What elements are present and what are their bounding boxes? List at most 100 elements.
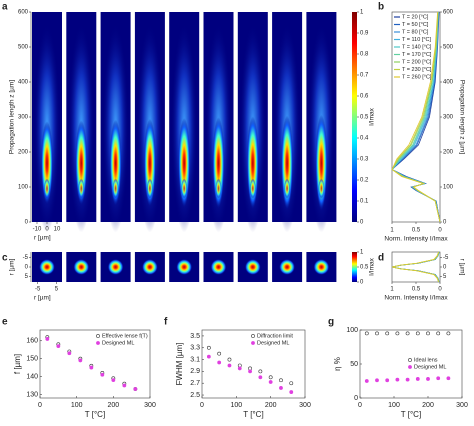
- legend-label: T = 170 [°C]: [402, 52, 432, 58]
- data-point: [385, 331, 390, 336]
- legend-label: T = 230 [°C]: [402, 67, 432, 73]
- y-axis-label: FWHM [µm]: [175, 343, 184, 386]
- x-tick-label: 10: [54, 227, 61, 233]
- plot-frame: [201, 329, 306, 399]
- focal-spot: [143, 118, 156, 208]
- x-tick-label: 200: [422, 402, 434, 409]
- z-tick-label: 5: [443, 274, 447, 280]
- x-axis-label: T [°C]: [243, 410, 263, 419]
- x-tick-label: 300: [144, 402, 156, 409]
- data-point: [258, 369, 263, 374]
- colorbar-tick-label: 0.8: [360, 52, 369, 58]
- z-tick-label: 600: [443, 10, 454, 16]
- focal-spot: [313, 259, 330, 275]
- data-point: [206, 345, 211, 350]
- data-point: [89, 365, 94, 370]
- focal-spot: [176, 259, 193, 275]
- colorbar-tick-label: 0.5: [360, 265, 369, 271]
- intensity-axis-label: Norm. Intensity I/Imax: [384, 236, 448, 243]
- legend-label: T = 200 [°C]: [402, 59, 432, 65]
- z-tick-label: 0: [443, 220, 447, 226]
- intensity-curve: [391, 251, 440, 283]
- legend-label: Diffraction limit: [257, 333, 293, 339]
- data-point: [279, 386, 283, 390]
- intensity-tick-label: 0.5: [412, 228, 421, 234]
- panel-label: c: [2, 253, 8, 264]
- legend-label: Effective lense f(T): [102, 333, 148, 339]
- colorbar-label: I/Imax: [369, 107, 376, 125]
- x-tick-label: 0: [38, 402, 42, 409]
- z-axis-label: r [µm]: [458, 259, 465, 276]
- panel-label: e: [2, 317, 8, 328]
- z-axis-label: Propagation length z [µm]: [458, 80, 465, 154]
- y-tick-label: 160: [26, 338, 38, 345]
- y-tick-label: 2.9: [190, 368, 200, 375]
- x-axis-label: T [°C]: [85, 410, 105, 419]
- x-tick-label: -5: [35, 287, 41, 293]
- z-tick-label: 200: [443, 150, 454, 156]
- intensity-tick-label: 1: [390, 228, 394, 234]
- plot-frame: [39, 329, 151, 399]
- x-axis-label: r [µm]: [34, 295, 51, 302]
- z-tick-label: 100: [443, 185, 454, 191]
- colorbar-tick-label: 1: [360, 10, 364, 16]
- y-tick-label: 500: [18, 45, 29, 51]
- data-point: [395, 331, 400, 336]
- focal-spot: [107, 259, 124, 275]
- legend-label: T = 140 [°C]: [402, 44, 432, 50]
- colorbar-tick-label: 0.9: [360, 31, 369, 37]
- legend-label: Ideal lens: [414, 357, 438, 363]
- intensity-curve: [391, 251, 439, 283]
- y-tick-label: 200: [18, 150, 29, 156]
- z-tick-label: -5: [443, 255, 449, 261]
- focal-spot: [246, 116, 259, 210]
- data-point: [227, 357, 232, 362]
- z-tick-label: 300: [443, 115, 454, 121]
- intensity-curve: [391, 251, 440, 283]
- colorbar-tick-label: 0.6: [360, 94, 369, 100]
- legend-label: T = 80 [°C]: [402, 29, 429, 35]
- y-tick-label: 3.1: [190, 356, 200, 363]
- intensity-curve: [391, 251, 439, 283]
- y-tick-label: 150: [26, 355, 38, 362]
- data-point: [436, 376, 441, 381]
- data-point: [289, 381, 294, 386]
- x-tick-label: 100: [230, 402, 242, 409]
- data-point: [415, 377, 420, 381]
- data-point: [248, 369, 252, 374]
- data-point: [78, 358, 83, 363]
- x-tick-label: 0: [358, 402, 362, 409]
- data-point: [446, 376, 451, 381]
- y-tick-label: 300: [18, 115, 29, 121]
- x-tick-label: 300: [456, 402, 468, 409]
- x-tick-label: 200: [265, 402, 277, 409]
- data-point: [446, 331, 451, 336]
- data-point: [122, 383, 127, 388]
- legend-marker: [96, 341, 100, 345]
- y-tick-label: 3.5: [190, 333, 200, 340]
- legend-label: Designed ML: [414, 364, 446, 370]
- focal-spot: [281, 115, 294, 211]
- data-point: [405, 377, 410, 382]
- data-point: [364, 331, 369, 336]
- y-tick-label: 2.5: [190, 392, 200, 399]
- side-lobe: [249, 178, 256, 199]
- y-axis-label: f [µm]: [13, 354, 22, 374]
- y-tick-label: -5: [23, 255, 29, 261]
- data-point: [258, 375, 263, 380]
- legend-label: T = 20 [°C]: [402, 14, 429, 20]
- focal-spot: [279, 259, 296, 275]
- data-point: [268, 375, 273, 380]
- colorbar-tick-label: 0.4: [360, 136, 369, 142]
- intensity-curve: [391, 251, 440, 283]
- y-tick-label: 0: [25, 265, 29, 271]
- data-point: [206, 354, 211, 359]
- legend-label: T = 50 [°C]: [402, 22, 429, 28]
- colorbar-tick-label: 0.1: [360, 199, 369, 205]
- intensity-curve: [391, 251, 440, 283]
- focal-spot: [178, 118, 191, 209]
- side-lobe: [78, 178, 85, 199]
- intensity-curve: [391, 251, 439, 283]
- panel-label: a: [2, 2, 8, 13]
